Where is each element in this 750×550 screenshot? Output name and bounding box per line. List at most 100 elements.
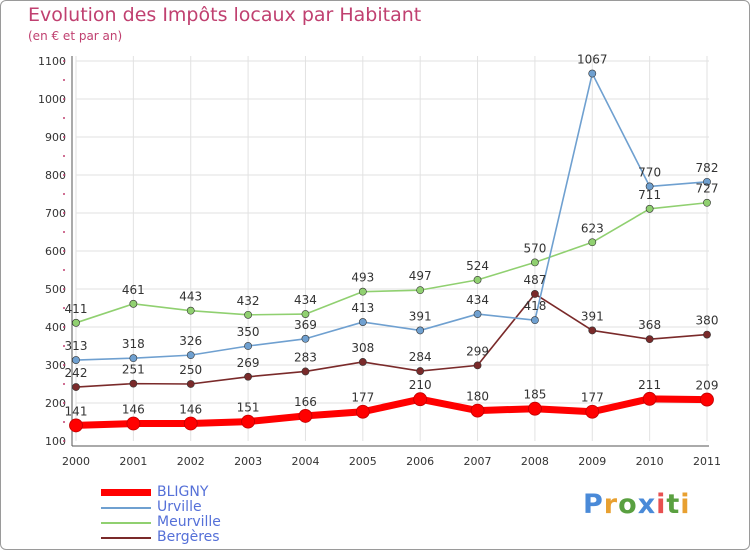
data-label: 380: [696, 314, 719, 328]
data-label: 209: [696, 379, 719, 393]
data-point: [473, 275, 482, 284]
legend-label: Urville: [157, 499, 202, 515]
data-label: 770: [638, 165, 661, 179]
x-tick-label: 2006: [406, 455, 434, 468]
data-label: 326: [179, 334, 202, 348]
data-label: 299: [466, 344, 489, 358]
data-point: [470, 403, 485, 418]
legend-item: Bergères: [101, 530, 221, 545]
logo-letter: i: [680, 489, 691, 520]
logo-letter: r: [603, 489, 619, 520]
legend-swatch: [101, 521, 151, 524]
data-point: [298, 409, 313, 423]
data-point: [244, 342, 252, 350]
data-label: 318: [122, 337, 145, 351]
data-point: [301, 334, 310, 343]
legend-item: Meurville: [101, 515, 221, 530]
x-tick-label: 2001: [119, 455, 147, 468]
data-label: 391: [581, 309, 604, 323]
chart-legend: BLIGNY Urville Meurville Bergères: [101, 485, 221, 545]
x-tick-label: 2005: [349, 455, 377, 468]
data-point: [588, 69, 597, 78]
y-tick-label: 400: [45, 321, 66, 334]
data-point: [355, 404, 370, 419]
y-tick-label: 1100: [38, 55, 66, 68]
data-point: [244, 310, 252, 319]
x-tick-label: 2002: [177, 455, 205, 468]
data-label: 368: [638, 318, 661, 332]
data-point: [416, 326, 425, 335]
x-tick-label: 2008: [521, 455, 549, 468]
data-label: 284: [409, 350, 432, 364]
legend-swatch: [101, 536, 151, 539]
data-label: 623: [581, 221, 604, 235]
data-point: [129, 354, 138, 363]
data-label: 434: [294, 293, 317, 307]
y-tick-label: 300: [45, 359, 66, 372]
data-label: 141: [65, 404, 88, 418]
data-label: 210: [409, 378, 432, 392]
y-tick-label: 600: [45, 245, 66, 258]
data-label: 487: [523, 273, 546, 287]
data-point: [588, 238, 597, 247]
data-point: [358, 318, 367, 326]
legend-item: Urville: [101, 500, 221, 515]
y-tick-label: 900: [45, 131, 66, 144]
data-label: 251: [122, 363, 145, 377]
series-line-2: [75, 201, 708, 324]
legend-swatch: [101, 489, 151, 496]
data-point: [645, 204, 654, 213]
y-tick-label: 200: [45, 397, 66, 410]
data-label: 493: [351, 271, 374, 285]
data-label: 711: [638, 188, 661, 202]
data-point: [126, 416, 141, 431]
x-tick-label: 2004: [291, 455, 319, 468]
data-label: 782: [696, 161, 719, 175]
data-point: [186, 306, 195, 315]
data-point: [69, 418, 83, 433]
data-label: 177: [351, 391, 374, 405]
data-point: [72, 356, 80, 364]
data-label: 308: [351, 341, 374, 355]
data-point: [528, 401, 542, 416]
data-point: [416, 286, 425, 295]
logo-letter: P: [583, 489, 604, 520]
data-point: [703, 198, 711, 207]
data-label: 727: [696, 182, 719, 196]
x-tick-label: 2003: [234, 455, 262, 468]
data-point: [413, 392, 428, 407]
proxiti-logo: Proxiti: [583, 489, 691, 520]
logo-letter: i: [656, 489, 667, 520]
data-label: 411: [65, 302, 88, 316]
data-label: 250: [179, 363, 202, 377]
data-point: [358, 358, 367, 366]
data-label: 1067: [577, 53, 608, 67]
data-label: 350: [237, 325, 260, 339]
data-point: [186, 380, 195, 388]
x-tick-label: 2009: [578, 455, 606, 468]
data-point: [585, 404, 600, 419]
chart-subtitle: (en € et par an): [28, 29, 123, 43]
logo-letter: x: [637, 489, 657, 520]
data-label: 180: [466, 390, 489, 404]
data-label: 432: [237, 294, 260, 308]
data-point: [301, 310, 310, 318]
data-label: 413: [351, 301, 374, 315]
legend-label: Meurville: [157, 514, 221, 530]
data-label: 269: [237, 356, 260, 370]
legend-swatch: [101, 506, 151, 509]
series-line-3: [75, 293, 708, 388]
data-point: [531, 258, 539, 267]
data-label: 418: [523, 299, 546, 313]
y-tick-label: 800: [45, 169, 66, 182]
data-point: [416, 367, 425, 375]
data-label: 391: [409, 309, 432, 323]
data-label: 146: [179, 403, 202, 417]
y-tick-label: 500: [45, 283, 66, 296]
y-tick-label: 1000: [38, 93, 66, 106]
data-label: 185: [523, 388, 546, 402]
data-point: [703, 177, 711, 186]
data-point: [72, 383, 80, 391]
